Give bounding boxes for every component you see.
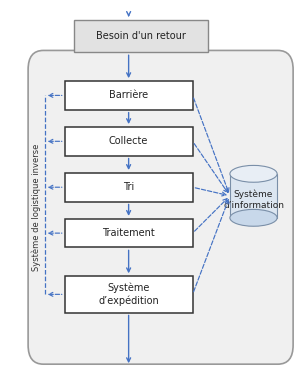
FancyBboxPatch shape [74,20,208,52]
FancyBboxPatch shape [65,276,192,313]
FancyBboxPatch shape [65,219,192,247]
Text: Système
d’information: Système d’information [223,190,284,210]
Ellipse shape [230,209,277,226]
Text: Barrière: Barrière [109,90,148,100]
FancyBboxPatch shape [65,173,192,202]
FancyBboxPatch shape [28,50,293,364]
Text: Système de logistique inverse: Système de logistique inverse [32,144,41,271]
FancyBboxPatch shape [65,81,192,110]
Text: Tri: Tri [123,182,134,192]
Ellipse shape [230,166,277,182]
Bar [230,174,277,218]
Text: Système
d’expédition: Système d’expédition [98,283,159,306]
FancyBboxPatch shape [65,127,192,156]
Text: Traitement: Traitement [102,228,155,238]
Text: Besoin d'un retour: Besoin d'un retour [96,31,186,41]
Text: Collecte: Collecte [109,136,148,146]
